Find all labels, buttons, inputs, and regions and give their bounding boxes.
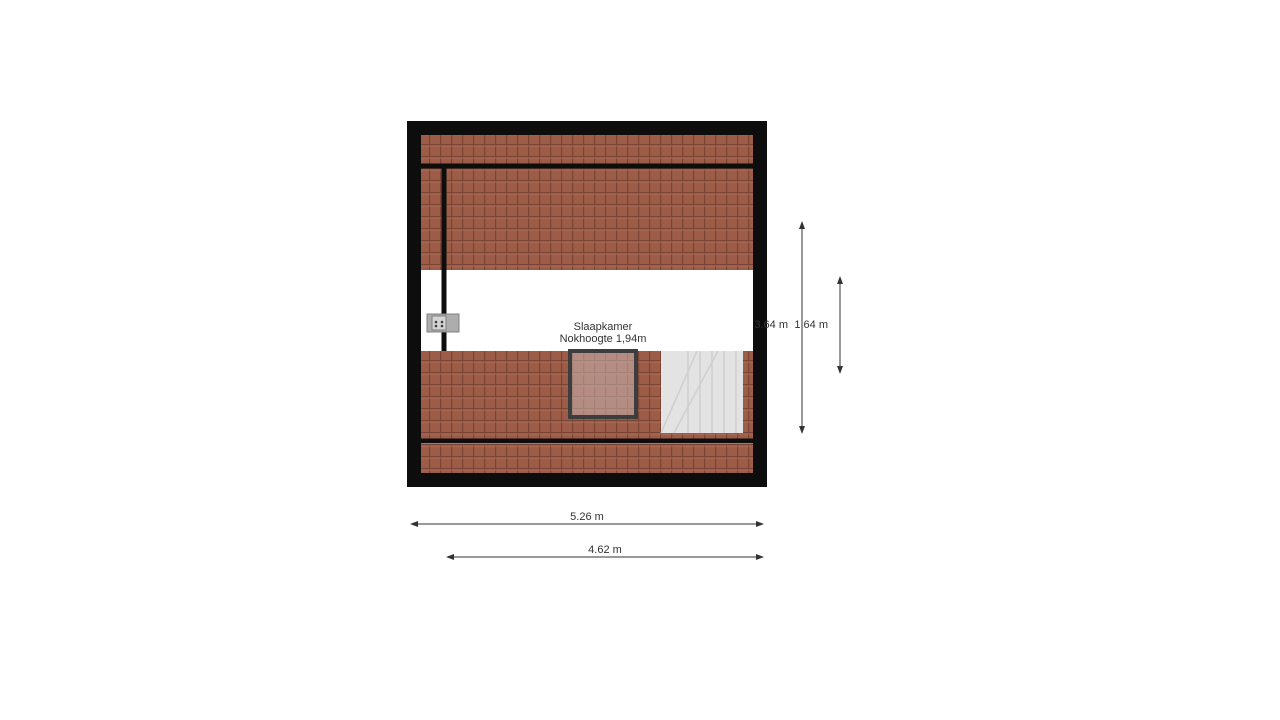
- dimension-label: 5.26 m: [570, 511, 604, 523]
- dimension-label: 1.64 m: [794, 319, 828, 331]
- skylight: [570, 351, 636, 417]
- roof-tile-panel: [421, 444, 753, 473]
- dimension-label: 4.62 m: [588, 544, 622, 556]
- stairs: [661, 351, 743, 433]
- roof-tile-panel: [421, 168, 753, 270]
- room-name: Slaapkamer: [574, 321, 633, 333]
- fixture-panel: [432, 316, 446, 330]
- roof-tile-panel: [421, 135, 753, 164]
- fixture-dot: [435, 325, 438, 328]
- room-height: Nokhoogte 1,94m: [560, 333, 647, 345]
- fixture-dot: [441, 325, 444, 328]
- fixture-dot: [435, 321, 438, 324]
- floorplan-diagram: SlaapkamerNokhoogte 1,94m 5.26 m 4.62 m 3.6…: [0, 0, 1280, 720]
- dimension-label: 3.64 m: [754, 319, 788, 331]
- fixture-dot: [441, 321, 444, 324]
